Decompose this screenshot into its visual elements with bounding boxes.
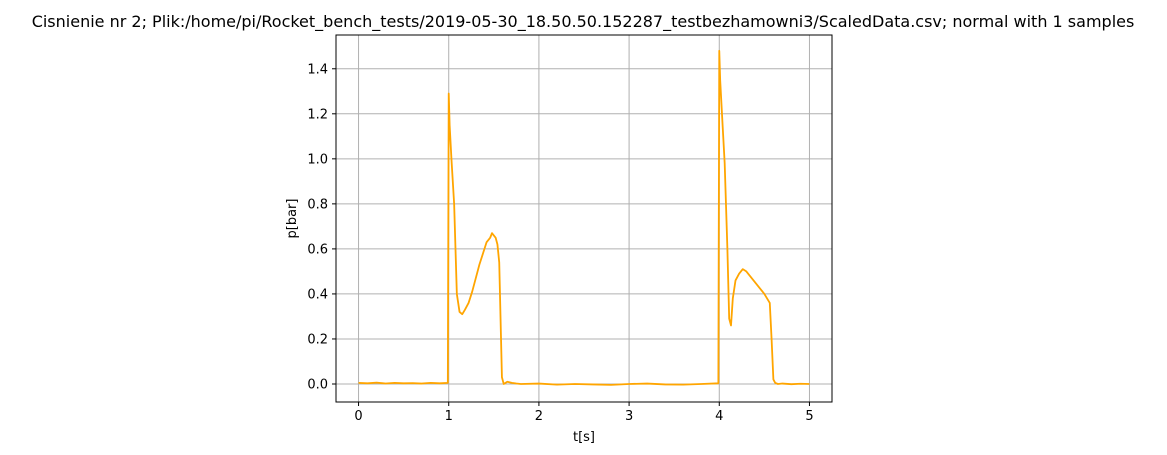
grid-lines: [336, 35, 832, 402]
y-tick-label: 0.8: [307, 197, 328, 212]
y-axis: 0.0 0.2 0.4 0.6 0.8 1.0 1.2 1.4: [307, 62, 336, 392]
y-tick-label: 0.4: [307, 287, 328, 302]
y-tick-label: 1.4: [307, 62, 328, 77]
x-tick-label: 2: [535, 409, 543, 424]
y-tick-label: 1.0: [307, 152, 328, 167]
series-line: [358, 49, 810, 386]
y-tick-label: 0.6: [307, 242, 328, 257]
x-tick-label: 5: [805, 409, 813, 424]
x-axis: 0 1 2 3 4 5: [354, 402, 814, 424]
y-tick-label: 1.2: [307, 107, 328, 122]
x-tick-label: 3: [625, 409, 633, 424]
y-tick-label: 0.2: [307, 332, 328, 347]
x-tick-label: 0: [354, 409, 362, 424]
plot-frame: [335, 34, 833, 403]
x-tick-label: 4: [715, 409, 723, 424]
y-tick-label: 0.0: [307, 377, 328, 392]
series-layer: [358, 49, 810, 386]
y-axis-label: p[bar]: [285, 199, 300, 239]
x-tick-label: 1: [445, 409, 453, 424]
chart-title: Cisnienie nr 2; Plik:/home/pi/Rocket_ben…: [32, 12, 1135, 32]
x-axis-label: t[s]: [573, 430, 595, 445]
